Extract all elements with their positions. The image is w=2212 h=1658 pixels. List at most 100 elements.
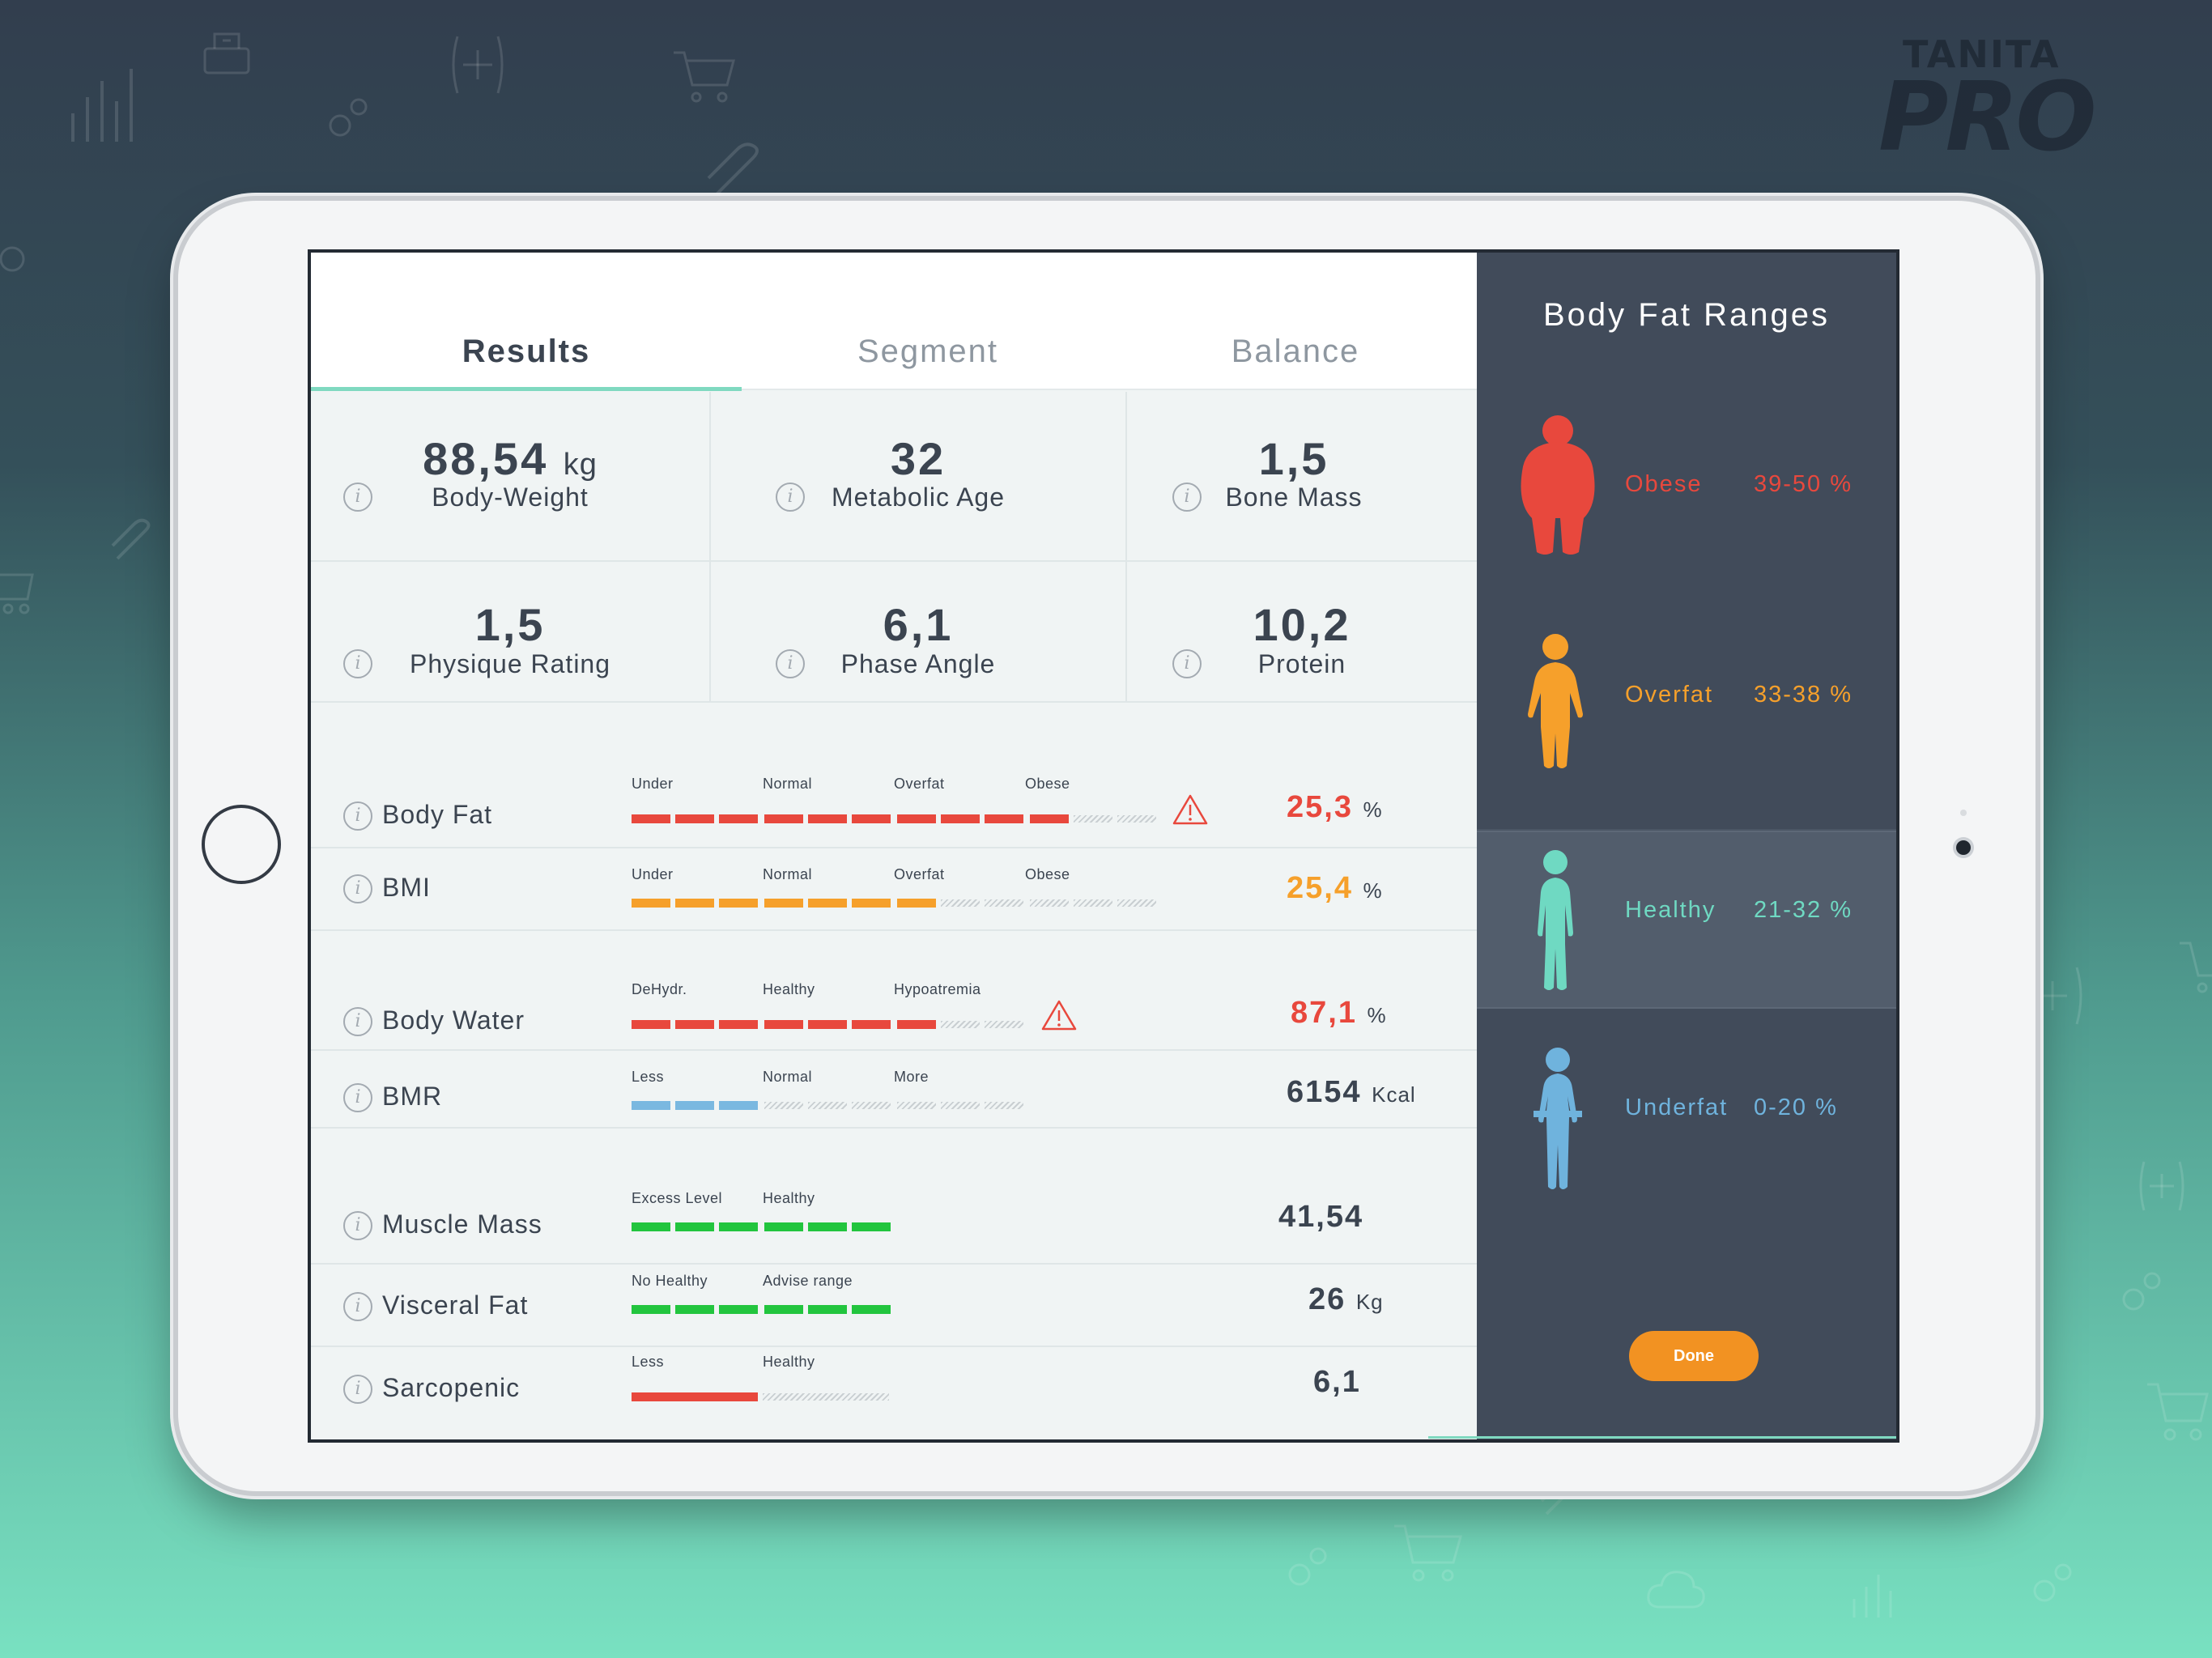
cloud-icon xyxy=(1644,1562,1708,1619)
info-icon[interactable]: i xyxy=(343,1007,372,1036)
info-icon[interactable]: i xyxy=(343,483,372,512)
bar-segment-empty xyxy=(897,1102,936,1109)
range-name: Obese xyxy=(1625,471,1703,497)
bar-segment xyxy=(808,1222,847,1231)
info-icon[interactable]: i xyxy=(343,1292,372,1321)
stat-value: 10,2 xyxy=(1253,599,1351,650)
bar-segment xyxy=(719,1020,758,1029)
home-button[interactable] xyxy=(202,805,281,884)
zone-label: Hypoatremia xyxy=(894,981,981,997)
paperclip-icon xyxy=(109,518,158,567)
metric-number: 26 xyxy=(1308,1282,1346,1316)
bar-chart-icon xyxy=(65,65,146,146)
info-icon[interactable]: i xyxy=(776,649,805,678)
bar-segment xyxy=(632,1305,670,1314)
metric-row-body-fat: i Body Fat Under Normal Overfat Obese 25,3 % xyxy=(311,703,1477,848)
bar-segment xyxy=(632,1392,758,1401)
bar-segment-empty xyxy=(1074,815,1112,823)
overfat-figure-icon xyxy=(1528,634,1583,768)
healthy-figure-icon xyxy=(1538,850,1573,990)
tab-results[interactable]: Results xyxy=(462,334,591,369)
scale-icon xyxy=(198,24,255,81)
figure-shape xyxy=(1534,1048,1582,1189)
range-value: 0-20 % xyxy=(1754,1095,1838,1120)
metric-number: 6,1 xyxy=(1313,1365,1361,1399)
metric-row-bmi: i BMI Under Normal Overfat Obese 25,4 % xyxy=(311,850,1477,931)
info-icon[interactable]: i xyxy=(343,649,372,678)
info-icon[interactable]: i xyxy=(343,874,372,903)
info-icon[interactable]: i xyxy=(343,1375,372,1404)
bar-segment xyxy=(1030,814,1069,823)
info-icon[interactable]: i xyxy=(343,801,372,831)
bar-segment-empty xyxy=(1117,815,1156,823)
range-name: Overfat xyxy=(1625,682,1714,708)
bar-segment-empty xyxy=(941,1102,980,1109)
brand-logo: TANITA PRO xyxy=(1878,32,2097,164)
cart-icon xyxy=(0,559,40,615)
bar-segment xyxy=(808,899,847,908)
metric-label: Sarcopenic xyxy=(382,1373,521,1402)
bar-segment xyxy=(632,1020,670,1029)
bar-segment xyxy=(808,814,847,823)
stat-value: 88,54 xyxy=(423,433,549,484)
figure-shape xyxy=(1528,634,1583,768)
stat-value: 1,5 xyxy=(1258,433,1329,484)
bar-segment xyxy=(719,814,758,823)
zone-label: Overfat xyxy=(894,866,945,882)
bar-segment xyxy=(632,1101,670,1110)
tab-bar: Results Segment Balance xyxy=(311,253,1477,391)
bar-segment xyxy=(719,1305,758,1314)
metric-unit: % xyxy=(1363,797,1383,822)
metric-value: 6154 Kcal xyxy=(1287,1075,1416,1110)
gear-icon xyxy=(2113,1263,2170,1320)
bar-segment-empty xyxy=(1074,899,1112,907)
range-underfat[interactable]: Underfat 0-20 % xyxy=(1477,1046,1896,1224)
range-overfat[interactable]: Overfat 33-38 % xyxy=(1477,633,1896,811)
metric-unit: Kcal xyxy=(1372,1082,1416,1107)
range-healthy[interactable]: Healthy 21-32 % xyxy=(1477,831,1896,1009)
bar-segment xyxy=(675,1222,714,1231)
body-fat-ranges-panel: Body Fat Ranges Obese 39-50 % xyxy=(1477,253,1896,1439)
zone-label: Normal xyxy=(763,866,813,882)
metric-value: 6,1 xyxy=(1313,1365,1361,1400)
info-icon[interactable]: i xyxy=(343,1083,372,1112)
gear-icon xyxy=(2024,1554,2081,1611)
bar-segment xyxy=(852,1222,891,1231)
figure-shape xyxy=(1538,850,1573,990)
zone-label: Normal xyxy=(763,776,813,792)
metric-label: Visceral Fat xyxy=(382,1290,529,1320)
warning-icon xyxy=(1172,794,1208,825)
info-icon[interactable]: i xyxy=(776,483,805,512)
info-icon[interactable]: i xyxy=(1172,483,1202,512)
metric-unit: % xyxy=(1367,1003,1387,1027)
bar-segment xyxy=(675,1305,714,1314)
bar-segment-empty xyxy=(852,1102,891,1109)
zone-label: Under xyxy=(632,776,674,792)
tab-segment[interactable]: Segment xyxy=(857,334,999,369)
zone-label: Normal xyxy=(763,1069,813,1085)
bar-segment-empty xyxy=(941,899,980,907)
bar-segment xyxy=(675,814,714,823)
bar-segment xyxy=(764,1305,803,1314)
zone-label: Less xyxy=(632,1069,665,1085)
zone-label: Less xyxy=(632,1354,665,1370)
info-icon[interactable]: i xyxy=(343,1211,372,1240)
bar-segment xyxy=(764,1020,803,1029)
range-obese[interactable]: Obese 39-50 % xyxy=(1477,414,1896,609)
tablet-device: Results Segment Balance 88,54 kg i Body-… xyxy=(178,201,2035,1491)
range-name: Healthy xyxy=(1625,897,1716,923)
bar-segment xyxy=(808,1305,847,1314)
sensor-dot xyxy=(1960,810,1967,816)
bar-chart-icon xyxy=(1846,1562,1903,1619)
bar-segment xyxy=(897,1020,936,1029)
bar-segment xyxy=(632,1222,670,1231)
bar-segment-empty xyxy=(985,1021,1023,1028)
metric-row-muscle-mass: i Muscle Mass Excess Level Healthy 41,54 xyxy=(311,1130,1477,1265)
metric-value: 26 Kg xyxy=(1308,1282,1384,1317)
done-button[interactable]: Done xyxy=(1629,1331,1759,1381)
tab-balance[interactable]: Balance xyxy=(1231,334,1360,369)
info-icon[interactable]: i xyxy=(1172,649,1202,678)
metric-row-visceral-fat: i Visceral Fat No Healthy Advise range 26 Kg xyxy=(311,1266,1477,1347)
bar-segment xyxy=(897,899,936,908)
bar-segment xyxy=(632,814,670,823)
